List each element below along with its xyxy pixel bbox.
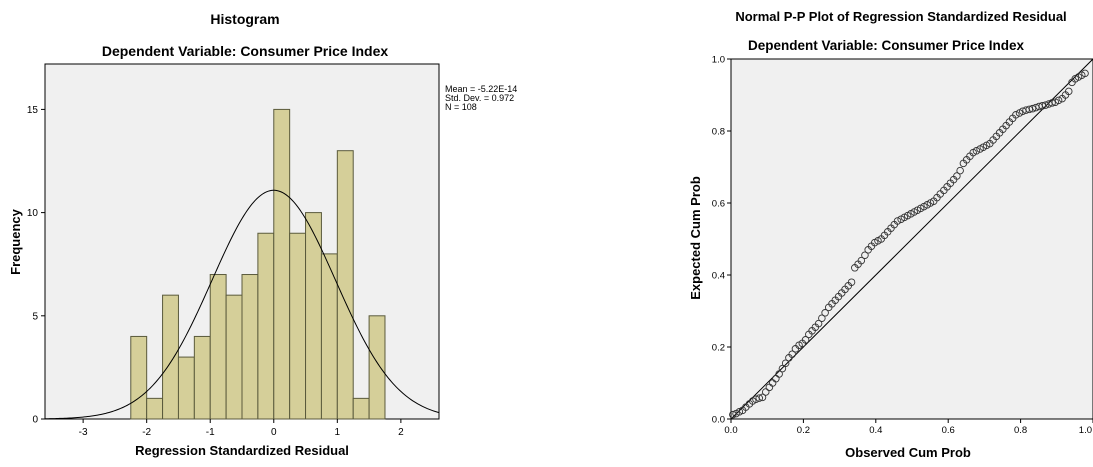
pp-point: [847, 278, 856, 286]
stats-n: N = 108: [445, 102, 477, 112]
pp-point: [821, 309, 829, 317]
histogram-bar: [368, 315, 386, 420]
pp-plot-panel: Normal P-P Plot of Regression Standardiz…: [688, 9, 1093, 460]
pp-y-tick-label: 0.6: [712, 199, 725, 210]
histogram-x-axis-label: Regression Standardized Residual: [135, 443, 349, 458]
histogram-bar: [130, 335, 148, 420]
pp-y-tick-label: 0.8: [712, 127, 725, 138]
pp-point: [956, 166, 964, 175]
histogram-bars: [130, 108, 386, 420]
histogram-title: Histogram: [210, 11, 279, 27]
pp-plot-subtitle: Dependent Variable: Consumer Price Index: [748, 38, 1025, 53]
histogram-x-tick-label: -3: [79, 427, 88, 438]
pp-y-axis: 0.0 0.2 0.4 0.6 0.8 1.0: [712, 55, 731, 426]
pp-point: [893, 217, 902, 225]
pp-x-tick-label: 0.0: [724, 425, 737, 436]
pp-point: [735, 408, 744, 416]
pp-x-tick-label: 0.8: [1014, 425, 1027, 436]
pp-point: [1028, 104, 1037, 113]
pp-x-tick-label: 0.2: [797, 425, 810, 436]
histogram-x-tick-label: 1: [335, 427, 341, 438]
pp-point: [781, 359, 790, 367]
pp-point: [1081, 69, 1089, 78]
pp-x-axis: 0.0 0.2 0.4 0.6 0.8 1.0: [724, 419, 1093, 436]
histogram-x-tick-label: -2: [142, 427, 151, 438]
histogram-bar: [336, 150, 354, 420]
histogram-x-tick-label: 0: [271, 427, 277, 438]
histogram-bar: [209, 274, 227, 420]
stats-std-dev: Std. Dev. = 0.972: [445, 93, 514, 103]
pp-y-tick-label: 0.0: [712, 415, 725, 426]
histogram-bar: [177, 356, 195, 420]
pp-x-axis-label: Observed Cum Prob: [845, 445, 971, 460]
pp-point: [775, 370, 783, 378]
pp-point: [814, 319, 823, 328]
pp-point: [755, 394, 763, 402]
stats-legend: Mean = -5.22E-14 Std. Dev. = 0.972 N = 1…: [445, 84, 517, 112]
pp-points: [729, 69, 1089, 419]
pp-y-tick-label: 0.2: [712, 343, 725, 354]
pp-plot-title: Normal P-P Plot of Regression Standardiz…: [735, 9, 1066, 24]
pp-point: [1012, 111, 1020, 119]
pp-y-tick-label: 1.0: [712, 55, 725, 66]
pp-x-tick-label: 1.0: [1079, 425, 1092, 436]
pp-y-tick-label: 0.4: [712, 271, 725, 282]
histogram-bar: [193, 335, 211, 420]
pp-y-axis-label: Expected Cum Prob: [688, 176, 703, 300]
histogram-subtitle: Dependent Variable: Consumer Price Index: [102, 43, 389, 59]
pp-x-tick-label: 0.4: [869, 425, 882, 436]
pp-point: [1048, 99, 1056, 107]
histogram-bar: [146, 397, 164, 420]
pp-point: [1041, 101, 1050, 109]
pp-point: [857, 256, 866, 265]
pp-point: [758, 393, 767, 402]
pp-point: [861, 251, 869, 259]
pp-point: [953, 172, 961, 180]
histogram-bar: [289, 232, 307, 420]
pp-point: [1054, 96, 1063, 105]
histogram-x-tick-label: -1: [206, 427, 215, 438]
pp-point: [778, 364, 787, 373]
histogram-bar: [162, 294, 179, 420]
normal-curve: [44, 189, 440, 420]
histogram-panel: Histogram Dependent Variable: Consumer P…: [8, 11, 517, 458]
histogram-y-axis-label: Frequency: [8, 208, 23, 275]
pp-point: [1064, 87, 1073, 96]
histogram-y-tick-label: 0: [32, 415, 38, 426]
histogram-bar: [352, 397, 370, 420]
pp-point: [972, 147, 981, 155]
pp-point: [788, 350, 796, 358]
stats-mean: Mean = -5.22E-14: [445, 84, 517, 94]
histogram-y-axis: 0 5 10 15: [27, 105, 45, 426]
histogram-bar: [273, 108, 291, 420]
histogram-x-tick-label: 2: [398, 427, 404, 438]
pp-x-tick-label: 0.6: [942, 425, 955, 436]
pp-point: [762, 388, 770, 396]
histogram-y-tick-label: 5: [32, 311, 38, 322]
pp-point: [801, 336, 810, 344]
histogram-x-axis: -3 -2 -1 0 1 2: [79, 419, 404, 438]
histogram-y-tick-label: 10: [27, 208, 39, 219]
pp-point: [818, 314, 826, 322]
pp-point: [729, 410, 737, 419]
histogram-y-tick-label: 15: [27, 105, 39, 116]
pp-reference-line: [730, 58, 1093, 420]
histogram-bar: [225, 294, 243, 420]
histogram-bar: [257, 232, 275, 420]
histogram-bar: [241, 274, 259, 420]
